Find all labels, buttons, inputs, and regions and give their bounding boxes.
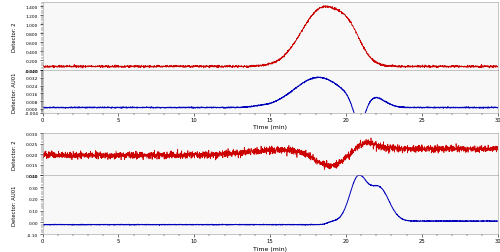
X-axis label: Time (min): Time (min) xyxy=(253,124,287,130)
Y-axis label: Detector: 2: Detector: 2 xyxy=(12,140,18,169)
Y-axis label: Detector: 2: Detector: 2 xyxy=(12,22,18,51)
X-axis label: Time (min): Time (min) xyxy=(253,245,287,250)
Y-axis label: Detector: AU01: Detector: AU01 xyxy=(12,185,18,225)
Y-axis label: Detector: AU01: Detector: AU01 xyxy=(12,72,18,112)
